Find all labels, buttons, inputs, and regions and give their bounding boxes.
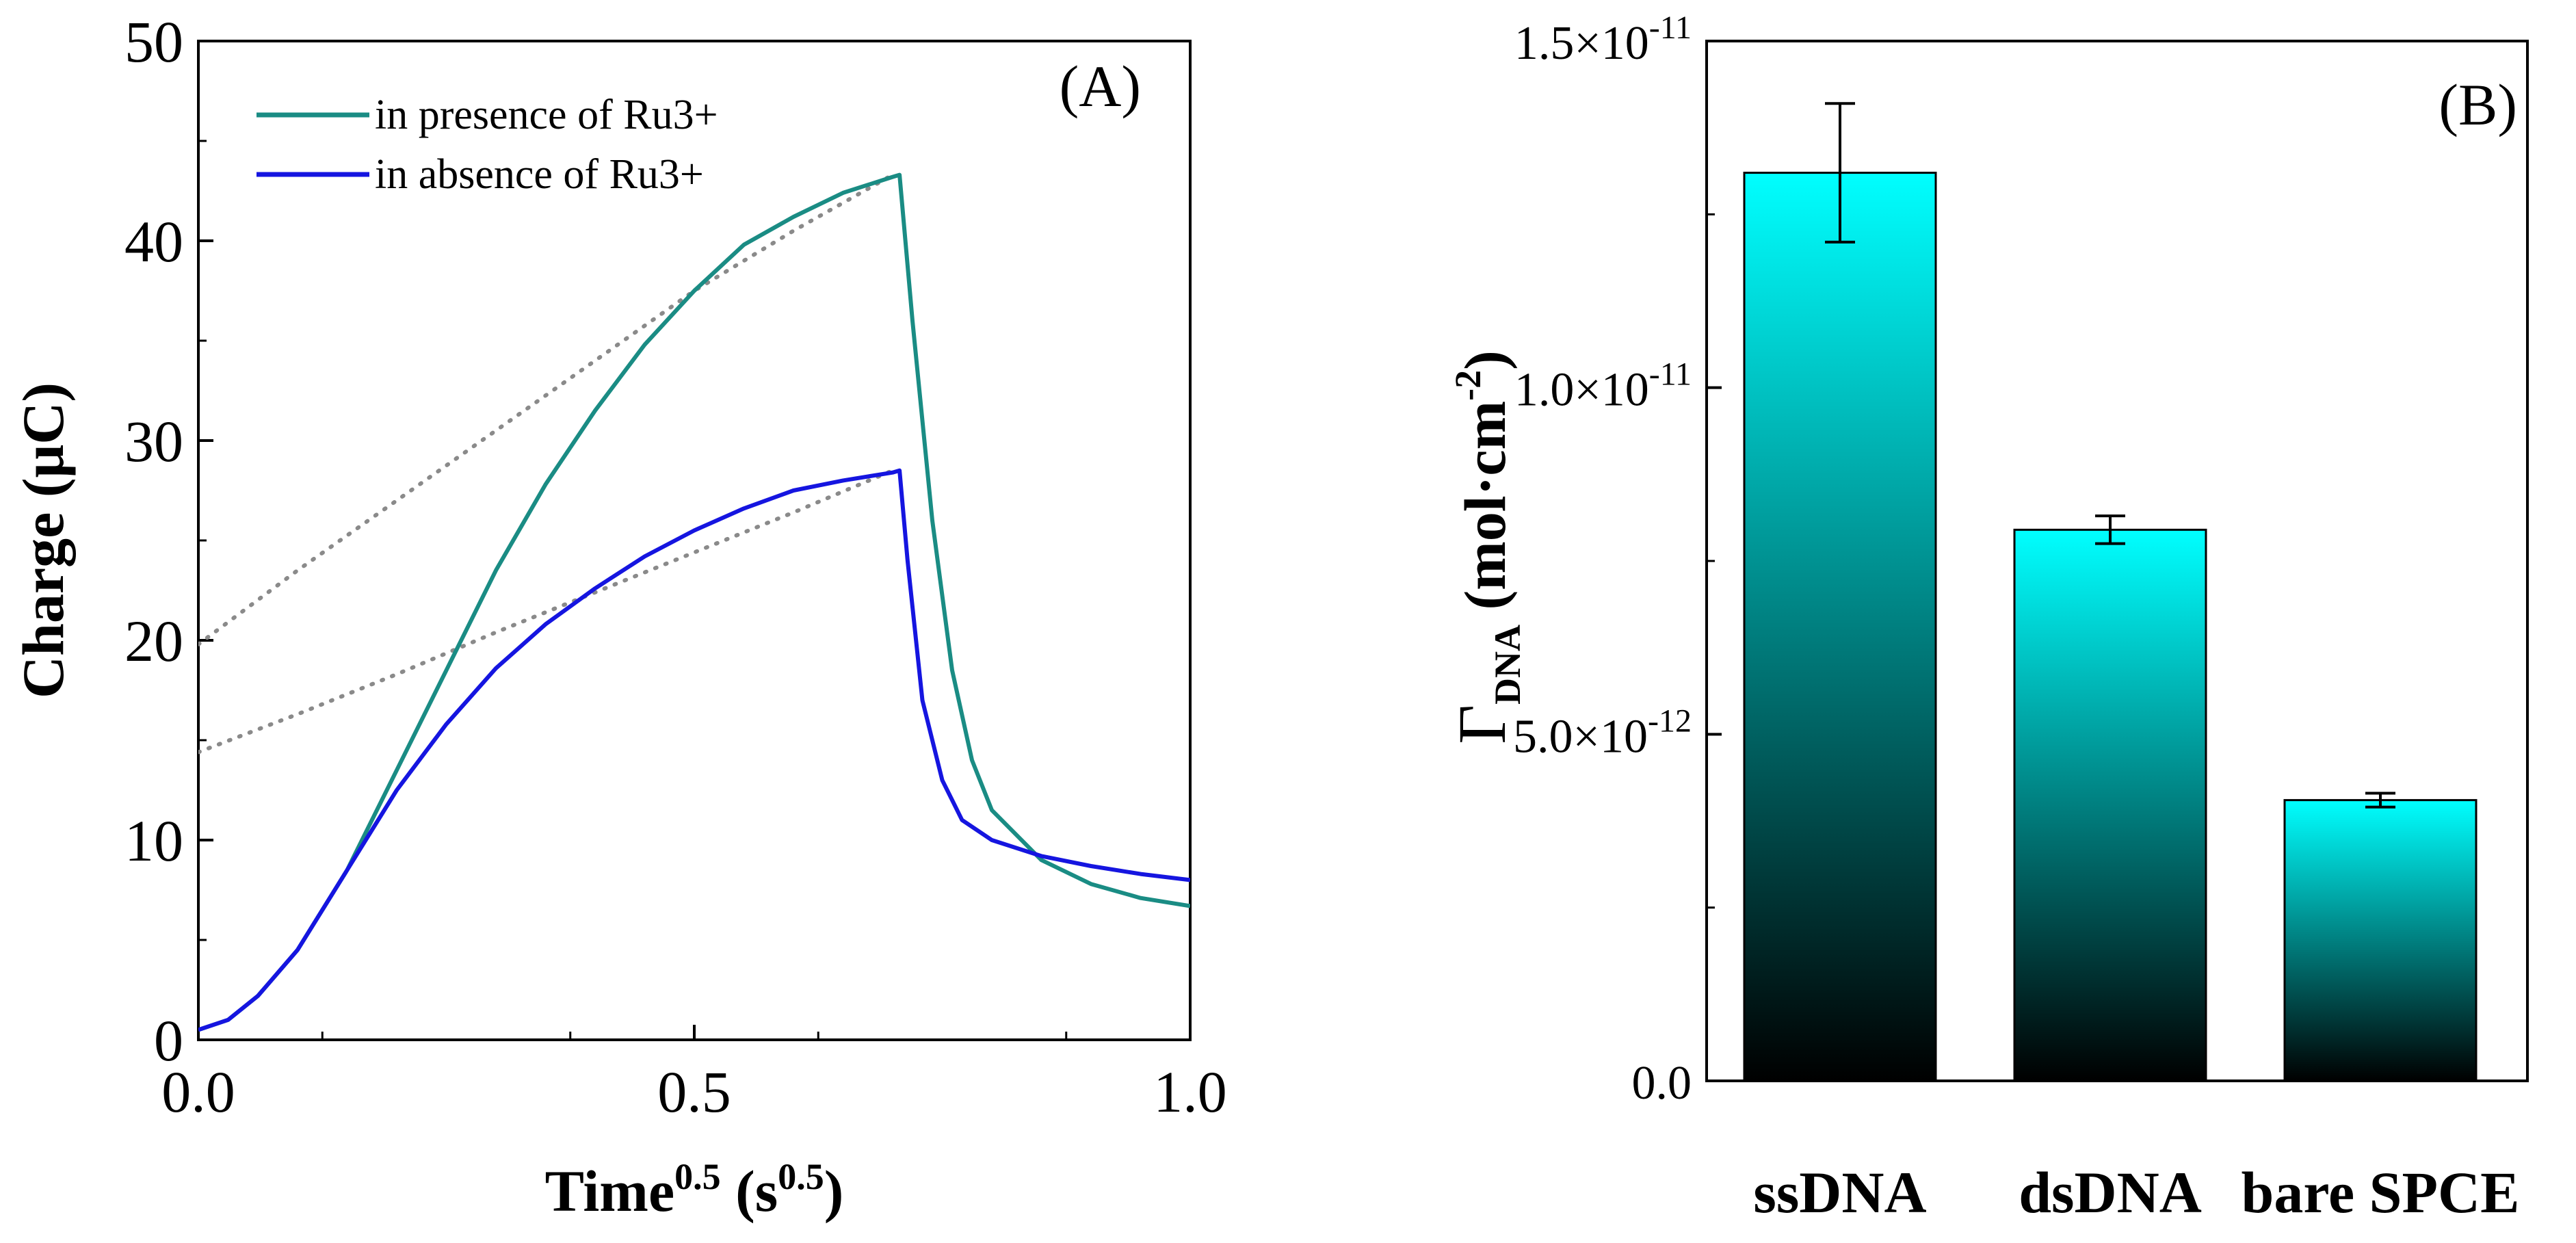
x-tick-label: 0.0 [161, 1059, 235, 1125]
legend-label-absence: in absence of Ru3+ [375, 151, 704, 198]
panel-b-label: (B) [2439, 72, 2517, 138]
panel-a-x-ticks: 0.0 0.5 1.0 [161, 1025, 1227, 1125]
series-line-absence [198, 468, 1190, 1032]
bar [2283, 799, 2478, 1082]
panel-b-bars: ssDNA dsDNA bare SPCE [1743, 102, 2520, 1225]
y-tick-label: 5.0×10-12 [1513, 703, 1692, 763]
y-tick-label: 20 [124, 608, 183, 674]
legend-label-presence: in presence of Ru3+ [375, 92, 718, 138]
y-tick-label: 0.0 [1632, 1057, 1692, 1110]
bar [1743, 172, 1937, 1082]
fit-line [198, 172, 895, 646]
panel-a-y-ticks: 0 10 20 30 40 50 [124, 9, 213, 1073]
panel-b: 0.0 5.0×10-12 1.0×10-11 1.5×10-11 ssDNA dsDN… [1444, 10, 2529, 1225]
category-label: ssDNA [1753, 1160, 1926, 1225]
legend: in presence of Ru3+ in absence of Ru3+ [257, 92, 718, 198]
y-tick-label: 1.0×10-11 [1514, 356, 1692, 417]
panel-b-y-axis-label: ΓDNA (mol·cm-2) [1444, 350, 1528, 744]
x-tick-label: 0.5 [657, 1059, 731, 1125]
y-tick-label: 10 [124, 808, 183, 874]
x-tick-label: 1.0 [1153, 1059, 1227, 1125]
y-tick-label: 1.5×10-11 [1514, 10, 1692, 70]
y-tick-label: 40 [124, 209, 183, 274]
panel-a-label: (A) [1060, 53, 1141, 119]
panel-a-x-axis-label: Time0.5 (s0.5) [545, 1156, 844, 1224]
category-label: bare SPCE [2242, 1160, 2520, 1225]
panel-b-y-ticks: 0.0 5.0×10-12 1.0×10-11 1.5×10-11 [1513, 10, 1722, 1110]
fit-line [198, 468, 895, 755]
y-tick-label: 30 [124, 408, 183, 474]
y-tick-label: 50 [124, 9, 183, 75]
panel-a: 0 10 20 30 40 50 0.0 0.5 1.0 (A) in presence of… [10, 9, 1227, 1224]
bar [2013, 528, 2207, 1082]
panel-a-y-axis-label: Charge (μC) [10, 382, 76, 698]
series-line-presence [198, 172, 1190, 1032]
category-label: dsDNA [2019, 1160, 2202, 1225]
y-tick-label: 0 [154, 1008, 183, 1073]
panel-a-series [198, 172, 1190, 1032]
